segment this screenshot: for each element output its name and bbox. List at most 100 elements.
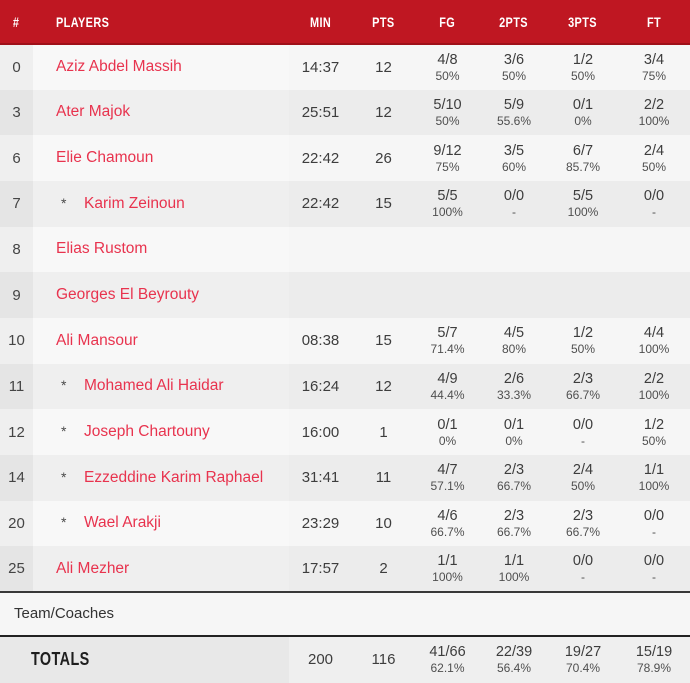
ft-percentage: - [652, 524, 656, 539]
2pts-cell: 0/0 - [480, 180, 548, 227]
points-cell: 11 [352, 454, 415, 501]
player-name-link[interactable]: Aziz Abdel Massih [56, 58, 182, 76]
3pts-percentage: - [581, 433, 585, 448]
player-name-link[interactable]: Joseph Chartouny [84, 423, 210, 441]
points-cell [352, 226, 415, 273]
2pts-percentage: - [512, 205, 516, 220]
3pts-percentage: - [581, 570, 585, 585]
totals-fg-cell: 41/66 62.1% [415, 634, 480, 683]
table-row: 12 * Joseph Chartouny 16:00 1 0/1 0% 0/1 … [0, 409, 690, 455]
3pts-cell: 2/3 66.7% [548, 363, 618, 410]
player-name-link[interactable]: Elias Rustom [56, 240, 148, 258]
3pts-percentage: 50% [570, 342, 596, 357]
3pts-made-attempted: 0/0 [572, 553, 594, 570]
2pts-cell: 3/6 50% [480, 44, 548, 90]
3pts-percentage: 50% [570, 479, 596, 494]
3pts-percentage: 85.7% [565, 159, 601, 174]
3pts-cell: 0/1 0% [548, 89, 618, 136]
ft-cell [618, 226, 690, 273]
2pts-cell: 3/5 60% [480, 135, 548, 181]
3pts-made-attempted: 0/1 [572, 96, 594, 113]
3pts-made-attempted: 1/2 [572, 325, 594, 342]
header-2pts: 2PTS [480, 0, 548, 45]
points-cell: 12 [352, 363, 415, 410]
2pts-percentage: 80% [501, 342, 527, 357]
player-name-cell: * Joseph Chartouny [33, 409, 289, 455]
3pts-made-attempted: 2/3 [572, 507, 594, 524]
totals-ft-made-attempted: 15/19 [635, 644, 673, 661]
fg-percentage: 100% [432, 205, 463, 220]
ft-made-attempted: 2/2 [643, 96, 665, 113]
minutes-cell: 23:29 [289, 500, 352, 547]
ft-made-attempted: 0/0 [643, 553, 665, 570]
minutes-cell [289, 226, 352, 273]
table-row: 7 * Karim Zeinoun 22:42 15 5/5 100% 0/0 -… [0, 180, 690, 227]
ft-percentage: 100% [638, 387, 670, 402]
player-name-link[interactable]: Georges El Beyrouty [56, 286, 200, 304]
totals-2pts-made-attempted: 22/39 [495, 644, 533, 661]
fg-cell [415, 272, 480, 318]
ft-percentage: - [652, 205, 656, 220]
player-number: 12 [0, 409, 33, 455]
totals-label-cell: TOTALS [0, 634, 289, 683]
ft-made-attempted: 2/2 [643, 370, 665, 387]
team-coaches-row: Team/Coaches [0, 590, 690, 636]
starter-marker: * [61, 377, 67, 394]
2pts-made-attempted: 2/3 [503, 507, 525, 524]
player-name-cell: Ater Majok [33, 89, 289, 136]
minutes-cell: 16:24 [289, 363, 352, 410]
3pts-percentage: 50% [570, 68, 596, 83]
ft-made-attempted: 3/4 [643, 51, 665, 68]
2pts-made-attempted: 1/1 [503, 553, 525, 570]
ft-made-attempted: 1/1 [643, 462, 665, 479]
2pts-percentage: 50% [501, 68, 527, 83]
ft-cell: 2/2 100% [618, 89, 690, 136]
totals-2pts-cell: 22/39 56.4% [480, 634, 548, 683]
totals-label: TOTALS [31, 649, 90, 670]
2pts-made-attempted: 3/5 [503, 142, 525, 159]
minutes-cell: 16:00 [289, 409, 352, 455]
2pts-cell [480, 226, 548, 273]
fg-cell: 4/8 50% [415, 44, 480, 90]
totals-3pts-cell: 19/27 70.4% [548, 634, 618, 683]
totals-ft-percentage: 78.9% [636, 661, 672, 676]
player-name-link[interactable]: Ezzeddine Karim Raphael [84, 468, 264, 486]
3pts-cell: 2/4 50% [548, 454, 618, 501]
player-number: 11 [0, 363, 33, 410]
2pts-percentage: 33.3% [496, 387, 532, 402]
player-number: 14 [0, 454, 33, 501]
player-name-link[interactable]: Ali Mezher [56, 559, 130, 577]
player-name-link[interactable]: Ater Majok [56, 103, 131, 121]
player-name-link[interactable]: Ali Mansour [56, 331, 138, 349]
2pts-cell: 2/3 66.7% [480, 454, 548, 501]
fg-cell: 4/7 57.1% [415, 454, 480, 501]
2pts-cell: 2/6 33.3% [480, 363, 548, 410]
starter-marker: * [61, 468, 67, 485]
fg-cell: 4/9 44.4% [415, 363, 480, 410]
totals-ft-cell: 15/19 78.9% [618, 634, 690, 683]
3pts-cell: 6/7 85.7% [548, 135, 618, 181]
table-footer: Team/Coaches TOTALS 200 116 41/66 62.1% … [0, 590, 690, 683]
ft-percentage: - [652, 570, 656, 585]
fg-percentage: 0% [438, 433, 457, 448]
player-name-link[interactable]: Wael Arakji [84, 514, 161, 532]
starter-marker: * [61, 423, 67, 440]
2pts-percentage: 66.7% [496, 479, 532, 494]
header-players: PLAYERS [33, 0, 289, 45]
table-row: 14 * Ezzeddine Karim Raphael 31:41 11 4/7… [0, 454, 690, 501]
player-name-link[interactable]: Elie Chamoun [56, 149, 154, 167]
player-name-link[interactable]: Karim Zeinoun [84, 194, 185, 212]
totals-2pts-percentage: 56.4% [496, 661, 532, 676]
player-name-cell: * Wael Arakji [33, 500, 289, 547]
ft-percentage: 100% [638, 113, 670, 128]
totals-row: TOTALS 200 116 41/66 62.1% 22/39 56.4% 1… [0, 634, 690, 683]
player-name-link[interactable]: Mohamed Ali Haidar [84, 377, 224, 395]
ft-cell: 3/4 75% [618, 44, 690, 90]
player-number: 8 [0, 226, 33, 273]
3pts-cell: 5/5 100% [548, 180, 618, 227]
2pts-percentage: 55.6% [496, 113, 532, 128]
3pts-made-attempted: 1/2 [572, 51, 594, 68]
points-cell: 12 [352, 44, 415, 90]
ft-cell: 1/2 50% [618, 409, 690, 455]
minutes-cell: 08:38 [289, 317, 352, 364]
